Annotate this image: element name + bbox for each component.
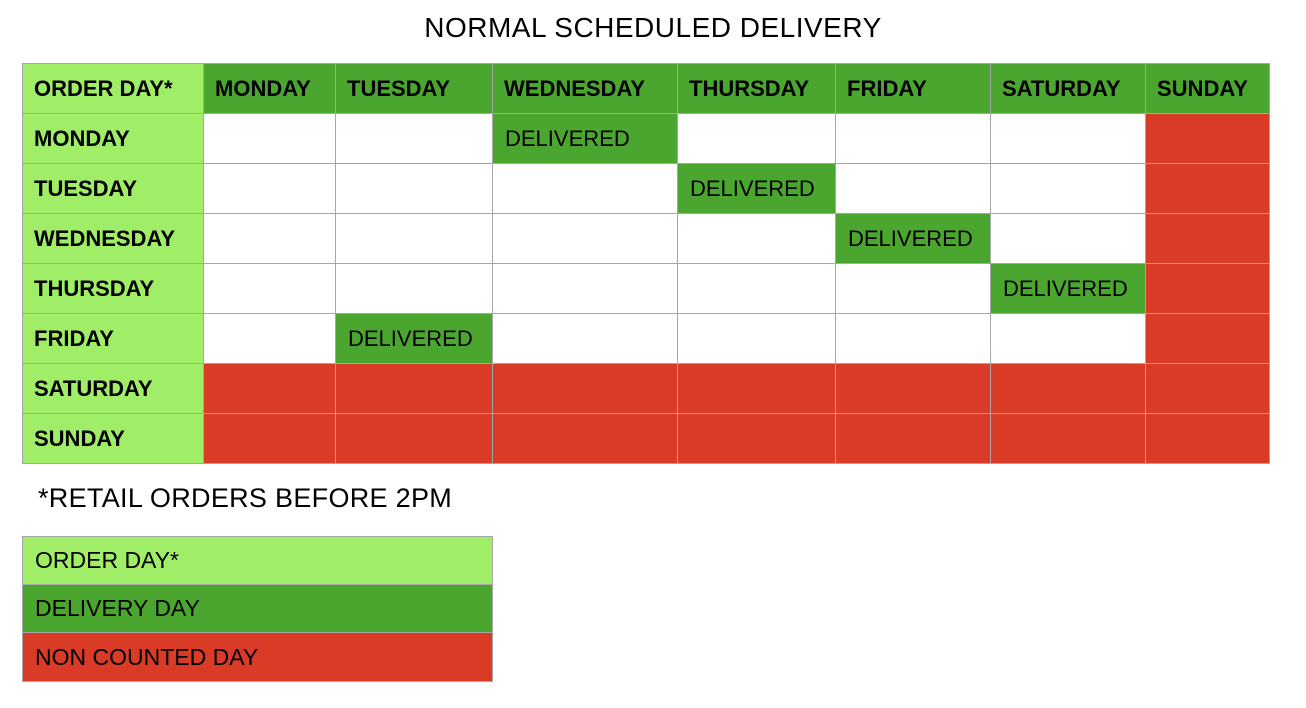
delivered-cell-friday: DELIVERED [335,313,493,364]
non-counted-cell [1145,363,1270,414]
table-header-row: ORDER DAY* MONDAY TUESDAY WEDNESDAY THURSDAY… [22,63,1270,114]
delivery-schedule-table: ORDER DAY* MONDAY TUESDAY WEDNESDAY THURSDAY… [22,63,1270,464]
empty-cell [492,163,678,214]
empty-cell [203,263,336,314]
table-row-monday: MONDAY DELIVERED [22,113,1270,164]
legend-item-delivery-day: DELIVERY DAY [23,585,492,633]
non-counted-cell [1145,313,1270,364]
page-title: NORMAL SCHEDULED DELIVERY [424,12,882,43]
non-counted-cell [990,363,1146,414]
empty-cell [990,213,1146,264]
empty-cell [335,263,493,314]
delivered-cell-tuesday: DELIVERED [677,163,836,214]
table-row-thursday: THURSDAY DELIVERED [22,263,1270,314]
empty-cell [492,313,678,364]
empty-cell [990,313,1146,364]
table-row-friday: FRIDAY DELIVERED [22,313,1270,364]
empty-cell [835,263,991,314]
non-counted-cell [677,413,836,464]
non-counted-cell [203,413,336,464]
table-row-wednesday: WEDNESDAY DELIVERED [22,213,1270,264]
delivered-cell-wednesday: DELIVERED [835,213,991,264]
column-header-tuesday: TUESDAY [335,63,493,114]
row-label-tuesday: TUESDAY [22,163,204,214]
non-counted-cell [492,413,678,464]
non-counted-cell [203,363,336,414]
column-header-thursday: THURSDAY [677,63,836,114]
column-header-order-day: ORDER DAY* [22,63,204,114]
legend-item-order-day: ORDER DAY* [23,537,492,585]
empty-cell [835,113,991,164]
table-row-sunday: SUNDAY [22,413,1270,464]
non-counted-cell [835,363,991,414]
column-header-saturday: SATURDAY [990,63,1146,114]
empty-cell [677,263,836,314]
empty-cell [203,113,336,164]
row-label-sunday: SUNDAY [22,413,204,464]
non-counted-cell [1145,113,1270,164]
table-row-saturday: SATURDAY [22,363,1270,414]
legend-item-non-counted-day: NON COUNTED DAY [23,633,492,681]
non-counted-cell [1145,413,1270,464]
empty-cell [990,163,1146,214]
delivered-cell-monday: DELIVERED [492,113,678,164]
non-counted-cell [677,363,836,414]
non-counted-cell [335,363,493,414]
empty-cell [203,163,336,214]
non-counted-cell [835,413,991,464]
empty-cell [335,213,493,264]
non-counted-cell [335,413,493,464]
non-counted-cell [1145,213,1270,264]
table-row-tuesday: TUESDAY DELIVERED [22,163,1270,214]
empty-cell [835,313,991,364]
empty-cell [335,113,493,164]
empty-cell [835,163,991,214]
non-counted-cell [990,413,1146,464]
empty-cell [203,313,336,364]
row-label-monday: MONDAY [22,113,204,164]
non-counted-cell [1145,263,1270,314]
empty-cell [990,113,1146,164]
row-label-thursday: THURSDAY [22,263,204,314]
column-header-sunday: SUNDAY [1145,63,1270,114]
empty-cell [677,113,836,164]
column-header-wednesday: WEDNESDAY [492,63,678,114]
non-counted-cell [492,363,678,414]
row-label-saturday: SATURDAY [22,363,204,414]
empty-cell [677,213,836,264]
empty-cell [335,163,493,214]
retail-orders-footnote: *RETAIL ORDERS BEFORE 2PM [38,483,453,513]
empty-cell [203,213,336,264]
non-counted-cell [1145,163,1270,214]
row-label-wednesday: WEDNESDAY [22,213,204,264]
delivered-cell-thursday: DELIVERED [990,263,1146,314]
column-header-monday: MONDAY [203,63,336,114]
empty-cell [492,213,678,264]
empty-cell [677,313,836,364]
row-label-friday: FRIDAY [22,313,204,364]
column-header-friday: FRIDAY [835,63,991,114]
empty-cell [492,263,678,314]
legend: ORDER DAY* DELIVERY DAY NON COUNTED DAY [22,536,493,682]
